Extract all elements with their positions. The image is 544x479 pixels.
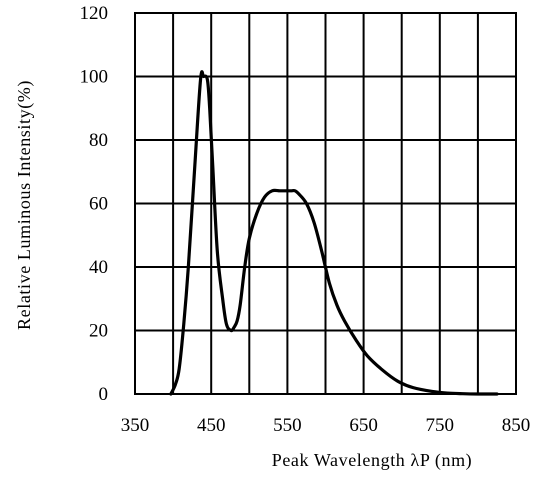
y-tick-label: 80 bbox=[89, 130, 108, 151]
x-tick-label: 750 bbox=[426, 415, 455, 436]
x-tick-label: 650 bbox=[349, 415, 378, 436]
y-tick-label: 40 bbox=[89, 257, 108, 278]
y-tick-label: 0 bbox=[99, 384, 109, 405]
y-tick-label: 120 bbox=[80, 3, 109, 24]
x-tick-label: 450 bbox=[197, 415, 226, 436]
x-tick-label: 850 bbox=[502, 415, 531, 436]
x-axis-title: Peak Wavelength λP (nm) bbox=[272, 450, 473, 471]
x-tick-labels: 350 450 550 650 750 850 bbox=[121, 415, 531, 436]
y-tick-labels: 0 20 40 60 80 100 120 bbox=[80, 3, 109, 405]
plot-frame bbox=[134, 12, 517, 395]
y-tick-label: 20 bbox=[89, 321, 108, 342]
y-tick-label: 60 bbox=[89, 194, 108, 215]
y-axis-title: Relative Luminous Intensity(%) bbox=[14, 80, 35, 330]
x-tick-label: 350 bbox=[121, 415, 150, 436]
spectrum-series-line bbox=[169, 70, 499, 396]
x-tick-label: 550 bbox=[273, 415, 302, 436]
y-tick-label: 100 bbox=[80, 67, 109, 88]
